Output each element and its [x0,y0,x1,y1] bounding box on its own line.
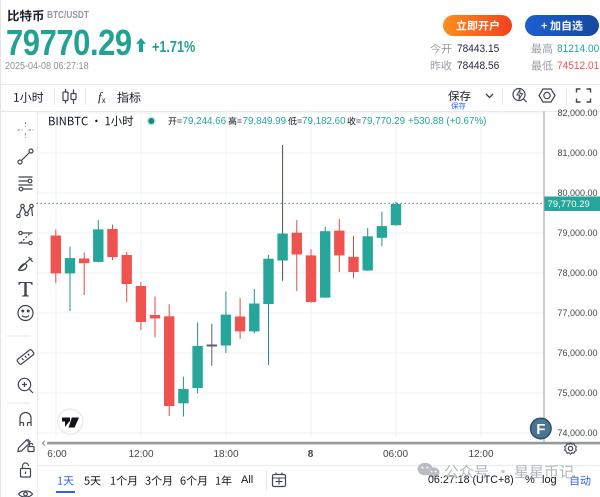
svg-text:F: F [536,421,545,438]
svg-text:79,770.29: 79,770.29 [548,199,590,210]
